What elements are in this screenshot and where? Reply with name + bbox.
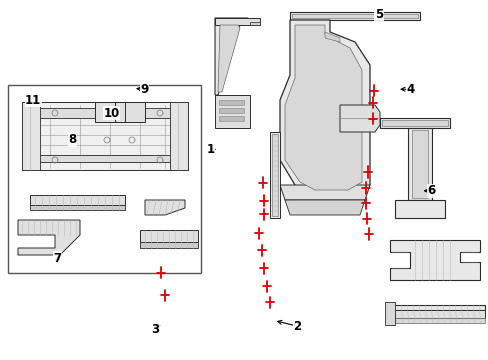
Polygon shape bbox=[280, 185, 369, 200]
Bar bbox=[219, 100, 244, 105]
Polygon shape bbox=[249, 22, 260, 25]
Polygon shape bbox=[22, 102, 187, 170]
Polygon shape bbox=[215, 18, 260, 25]
Polygon shape bbox=[22, 102, 40, 170]
Text: 1: 1 bbox=[206, 143, 214, 156]
Text: 7: 7 bbox=[54, 252, 61, 265]
Polygon shape bbox=[22, 108, 184, 118]
Polygon shape bbox=[394, 200, 444, 218]
Polygon shape bbox=[215, 18, 247, 95]
Bar bbox=[8, 85, 201, 273]
Polygon shape bbox=[140, 230, 198, 242]
Text: 4: 4 bbox=[406, 83, 414, 96]
Polygon shape bbox=[285, 200, 364, 215]
Polygon shape bbox=[384, 302, 394, 325]
Polygon shape bbox=[389, 310, 484, 318]
Polygon shape bbox=[339, 105, 379, 132]
Polygon shape bbox=[215, 95, 249, 128]
Polygon shape bbox=[30, 195, 125, 205]
Bar bbox=[219, 116, 244, 121]
Polygon shape bbox=[22, 155, 184, 162]
Polygon shape bbox=[280, 20, 369, 195]
Text: 8: 8 bbox=[68, 133, 76, 146]
Polygon shape bbox=[411, 130, 427, 198]
Polygon shape bbox=[291, 14, 417, 18]
Text: 3: 3 bbox=[151, 323, 159, 336]
Text: 10: 10 bbox=[103, 107, 120, 120]
Polygon shape bbox=[379, 118, 449, 128]
Bar bbox=[219, 108, 244, 113]
Polygon shape bbox=[271, 134, 278, 216]
Text: 6: 6 bbox=[427, 184, 434, 197]
Polygon shape bbox=[218, 25, 240, 92]
Polygon shape bbox=[30, 205, 125, 210]
Text: 11: 11 bbox=[25, 94, 41, 107]
Polygon shape bbox=[289, 12, 419, 20]
Polygon shape bbox=[381, 120, 447, 126]
Polygon shape bbox=[145, 200, 184, 215]
Text: 5: 5 bbox=[374, 8, 382, 21]
Polygon shape bbox=[285, 25, 361, 190]
Polygon shape bbox=[18, 220, 80, 255]
Polygon shape bbox=[325, 32, 339, 42]
Polygon shape bbox=[140, 242, 198, 248]
Text: 2: 2 bbox=[293, 320, 301, 333]
Text: 9: 9 bbox=[140, 83, 148, 96]
Polygon shape bbox=[389, 240, 479, 280]
Polygon shape bbox=[170, 102, 187, 170]
Polygon shape bbox=[95, 102, 145, 122]
Polygon shape bbox=[269, 132, 280, 218]
Polygon shape bbox=[407, 128, 431, 200]
Polygon shape bbox=[389, 305, 484, 310]
Polygon shape bbox=[389, 318, 484, 323]
